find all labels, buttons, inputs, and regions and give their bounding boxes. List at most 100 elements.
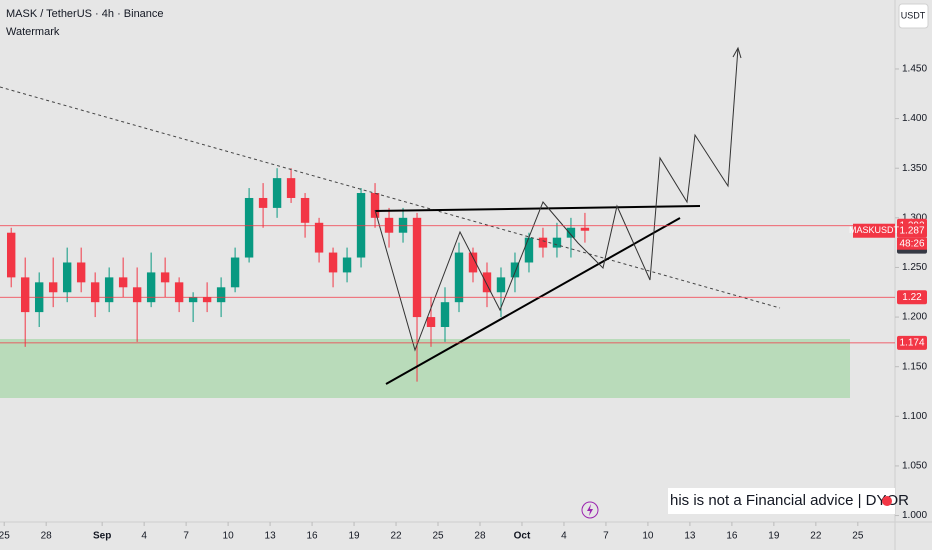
candle-body [328, 252, 338, 273]
y-tick-label: 1.250 [902, 262, 927, 273]
candles [6, 168, 590, 382]
y-tick-label: 1.300 [902, 212, 927, 223]
x-tick-label: Sep [93, 531, 111, 542]
candle-body [426, 317, 436, 327]
x-tick-label: 25 [432, 531, 444, 542]
x-tick-label: 22 [390, 531, 402, 542]
candle-body [482, 272, 492, 293]
candle-body [496, 277, 506, 293]
candle-body [412, 217, 422, 318]
candle-body [342, 257, 352, 273]
candle-body [454, 252, 464, 303]
currency-button[interactable] [898, 3, 929, 29]
arrow-head [732, 46, 742, 59]
candle-body [230, 257, 240, 288]
candle-body [272, 178, 282, 208]
candle-body [216, 287, 226, 303]
x-tick-label: 19 [768, 531, 780, 542]
price-marker [897, 335, 927, 350]
x-tick-label: 4 [561, 531, 567, 542]
candle-body [398, 217, 408, 233]
x-tick-label: 13 [684, 531, 696, 542]
price-marker-label: 1.287 [899, 225, 924, 236]
candle-body [174, 282, 184, 303]
x-tick-label: 13 [265, 531, 277, 542]
candle-body [286, 178, 296, 198]
x-tick-label: 16 [726, 531, 738, 542]
footer-text: his is not a Financial advice | DYOR [670, 492, 909, 509]
candle-body [538, 237, 548, 248]
candle-body [314, 222, 324, 253]
candle-body [258, 197, 268, 208]
price-marker [897, 223, 927, 238]
candle-body [566, 227, 576, 238]
candle-body [370, 193, 380, 218]
candle-body [300, 197, 310, 223]
candle-body [524, 237, 534, 263]
y-tick-label: 1.350 [902, 163, 927, 174]
footer-box [668, 488, 895, 514]
candle-body [48, 282, 58, 293]
header-subtitle: Watermark [6, 26, 60, 38]
y-tick-label: 1.100 [902, 411, 927, 422]
x-tick-label: 22 [810, 531, 822, 542]
candle-body [132, 287, 142, 303]
y-tick-label: 1.400 [902, 113, 927, 124]
countdown: 48:26 [899, 238, 924, 249]
x-tick-label: 25 [852, 531, 864, 542]
x-tick-label: Oct [514, 531, 531, 542]
y-tick-label: 1.000 [902, 510, 927, 521]
demand-zone [0, 339, 850, 398]
y-tick-label: 1.150 [902, 361, 927, 372]
candle-body [244, 197, 254, 258]
symbol-label: MASKUSDT [849, 225, 900, 235]
candle-body [160, 272, 170, 283]
candle-body [62, 262, 72, 293]
price-marker [897, 290, 927, 305]
x-tick-label: 28 [41, 531, 53, 542]
x-tick-label: 28 [474, 531, 486, 542]
candle-body [146, 272, 156, 303]
x-tick-label: 7 [183, 531, 189, 542]
candle-body [118, 277, 128, 288]
candle-body [90, 282, 100, 303]
x-tick-label: 19 [348, 531, 360, 542]
x-tick-label: 25 [0, 531, 10, 542]
candle-body [552, 237, 562, 248]
x-tick-label: 10 [223, 531, 235, 542]
y-tick-label: 1.450 [902, 64, 927, 75]
price-marker-label: 1.174 [899, 338, 924, 349]
candle-body [20, 277, 30, 313]
header-title: MASK / TetherUS · 4h · Binance [6, 8, 164, 20]
y-tick-label: 1.200 [902, 312, 927, 323]
candle-body [510, 262, 520, 278]
x-tick-label: 7 [603, 531, 609, 542]
footer-icon [882, 496, 892, 506]
projection-path [374, 47, 739, 352]
candle-body [104, 277, 114, 303]
y-tick-label: 1.050 [902, 461, 927, 472]
candle-body [356, 193, 366, 258]
candle-body [384, 217, 394, 233]
candle-body [440, 302, 450, 327]
symbol-tag [853, 223, 895, 238]
x-tick-label: 10 [642, 531, 654, 542]
candle-body [6, 232, 16, 278]
currency-label[interactable]: USDT [901, 10, 926, 20]
candle-body [580, 227, 590, 231]
candle-body [188, 297, 198, 303]
resistance-line [374, 205, 701, 212]
lightning-bolt [587, 504, 593, 516]
countdown-box [897, 237, 927, 250]
price-marker-label: 1.22 [902, 292, 922, 303]
lightning-icon[interactable] [581, 501, 599, 519]
x-tick-label: 4 [141, 531, 147, 542]
candle-body [468, 252, 478, 273]
candle-body [76, 262, 86, 283]
support-line [385, 217, 681, 385]
candle-body [202, 297, 212, 303]
x-tick-label: 16 [307, 531, 319, 542]
